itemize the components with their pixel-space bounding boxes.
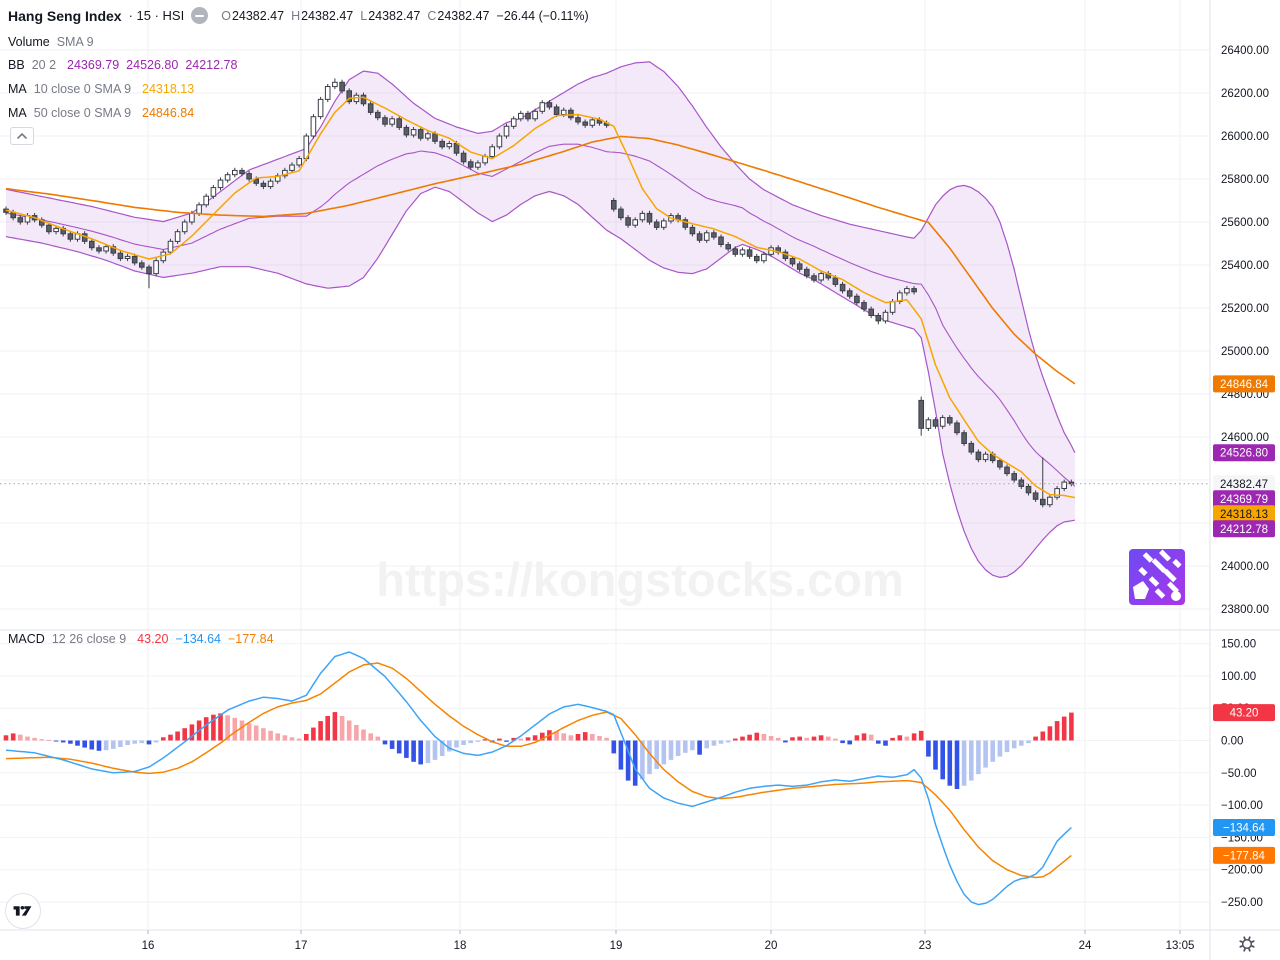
svg-text:−200.00: −200.00 bbox=[1221, 865, 1263, 877]
svg-text:43.20: 43.20 bbox=[1230, 708, 1259, 720]
close-value: 24382.47 bbox=[437, 8, 490, 23]
svg-text:26000.00: 26000.00 bbox=[1221, 131, 1269, 143]
ma10-label: MA bbox=[8, 82, 27, 96]
candlesticks bbox=[3, 78, 1075, 508]
ma50-value: 24846.84 bbox=[142, 106, 195, 120]
svg-text:23: 23 bbox=[919, 940, 932, 952]
settings-gear-icon[interactable] bbox=[1239, 936, 1255, 952]
macd-line bbox=[5, 651, 1072, 906]
svg-text:25600.00: 25600.00 bbox=[1221, 217, 1269, 229]
svg-text:150.00: 150.00 bbox=[1221, 639, 1256, 651]
change-value: −26.44 (−0.11%) bbox=[496, 8, 589, 23]
svg-text:−177.84: −177.84 bbox=[1223, 850, 1265, 862]
ohlc-close: C 24382.47 bbox=[427, 9, 489, 23]
symbol-header: Hang Seng Index · 15 · HSI O 24382.47 H … bbox=[8, 7, 589, 24]
low-label: L bbox=[360, 8, 368, 23]
svg-text:16: 16 bbox=[142, 940, 155, 952]
svg-text:−134.64: −134.64 bbox=[1223, 823, 1265, 835]
svg-text:24000.00: 24000.00 bbox=[1221, 561, 1269, 573]
macd-histogram bbox=[3, 712, 1074, 789]
macd-label: MACD bbox=[8, 632, 45, 646]
ohlc-low: L 24382.47 bbox=[360, 9, 420, 23]
ma10-line bbox=[5, 96, 1076, 499]
bb-upper-value: 24526.80 bbox=[126, 58, 179, 72]
svg-text:−100.00: −100.00 bbox=[1221, 800, 1263, 812]
macd-line-value: −134.64 bbox=[175, 632, 221, 646]
watermark-url: https://kongstocks.com bbox=[376, 553, 904, 606]
pane-collapse-button[interactable] bbox=[10, 127, 34, 145]
macd-params: 12 26 close 9 bbox=[51, 632, 127, 646]
bollinger-band bbox=[5, 61, 1076, 579]
svg-text:−50.00: −50.00 bbox=[1221, 768, 1257, 780]
svg-text:24846.84: 24846.84 bbox=[1220, 379, 1269, 391]
ma50-label: MA bbox=[8, 106, 27, 120]
open-value: 24382.47 bbox=[231, 8, 285, 23]
svg-text:−250.00: −250.00 bbox=[1221, 897, 1263, 909]
svg-text:17: 17 bbox=[295, 940, 308, 952]
tradingview-logo[interactable] bbox=[5, 893, 41, 929]
legend-row-volume[interactable]: Volume SMA 9 bbox=[8, 35, 94, 49]
svg-text:24382.47: 24382.47 bbox=[1220, 479, 1268, 491]
bb-lower-value: 24212.78 bbox=[185, 58, 238, 72]
svg-text:24212.78: 24212.78 bbox=[1220, 524, 1268, 536]
ma10-value: 24318.13 bbox=[142, 82, 195, 96]
legend-row-bb[interactable]: BB 20 2 24369.79 24526.80 24212.78 bbox=[8, 58, 237, 72]
chevron-up-icon bbox=[17, 133, 27, 139]
open-label: O bbox=[221, 8, 231, 23]
svg-text:0.00: 0.00 bbox=[1221, 736, 1243, 748]
symbol-meta: · 15 · HSI bbox=[128, 8, 185, 23]
svg-text:24600.00: 24600.00 bbox=[1221, 432, 1269, 444]
ma50-line bbox=[5, 135, 1076, 385]
svg-text:100.00: 100.00 bbox=[1221, 671, 1256, 683]
legend-minimize-button[interactable] bbox=[191, 7, 209, 24]
time-axis-labels[interactable]: 16 17 18 19 20 23 24 13:05 bbox=[142, 930, 1195, 952]
bb-label: BB bbox=[8, 58, 25, 72]
high-label: H bbox=[291, 8, 301, 23]
legend-row-ma50[interactable]: MA 50 close 0 SMA 9 24846.84 bbox=[8, 106, 194, 120]
macd-axis-badges: 43.20 −134.64 −177.84 bbox=[1213, 704, 1275, 864]
svg-text:26400.00: 26400.00 bbox=[1221, 45, 1269, 57]
volume-label: Volume bbox=[8, 35, 50, 49]
legend-row-ma10[interactable]: MA 10 close 0 SMA 9 24318.13 bbox=[8, 82, 194, 96]
ohlc-high: H 24382.47 bbox=[291, 9, 353, 23]
svg-text:18: 18 bbox=[454, 940, 467, 952]
svg-text:25200.00: 25200.00 bbox=[1221, 303, 1269, 315]
symbol-title: Hang Seng Index bbox=[8, 7, 122, 24]
svg-text:24: 24 bbox=[1079, 940, 1092, 952]
volume-params: SMA 9 bbox=[56, 35, 94, 49]
svg-text:24526.80: 24526.80 bbox=[1220, 448, 1268, 460]
macd-signal-value: −177.84 bbox=[228, 632, 274, 646]
high-value: 24382.47 bbox=[301, 8, 354, 23]
svg-text:19: 19 bbox=[610, 940, 623, 952]
close-label: C bbox=[427, 8, 437, 23]
ma10-params: 10 close 0 SMA 9 bbox=[33, 82, 132, 96]
svg-text:24318.13: 24318.13 bbox=[1220, 509, 1268, 521]
svg-text:13:05: 13:05 bbox=[1166, 940, 1195, 952]
bb-params: 20 2 bbox=[31, 58, 57, 72]
macd-signal-line bbox=[5, 662, 1072, 879]
bb-basis-value: 24369.79 bbox=[67, 58, 120, 72]
ma50-params: 50 close 0 SMA 9 bbox=[33, 106, 132, 120]
svg-text:24369.79: 24369.79 bbox=[1220, 494, 1268, 506]
macd-axis-labels[interactable]: 150.00100.0050.000.00−50.00−100.00−150.0… bbox=[1221, 639, 1263, 909]
svg-text:25000.00: 25000.00 bbox=[1221, 346, 1269, 358]
svg-text:23800.00: 23800.00 bbox=[1221, 604, 1269, 616]
svg-text:25800.00: 25800.00 bbox=[1221, 174, 1269, 186]
ohlc-open: O 24382.47 bbox=[221, 9, 284, 23]
legend-row-macd[interactable]: MACD 12 26 close 9 43.20 −134.64 −177.84 bbox=[8, 632, 274, 646]
tradingview-logo-icon bbox=[13, 905, 32, 916]
low-value: 24382.47 bbox=[368, 8, 421, 23]
svg-text:20: 20 bbox=[765, 940, 778, 952]
macd-hist-value: 43.20 bbox=[137, 632, 169, 646]
price-axis-badges: 24846.84 24526.80 24382.47 24369.79 24318.13… bbox=[1213, 375, 1275, 538]
svg-text:25400.00: 25400.00 bbox=[1221, 260, 1269, 272]
kongstocks-logo bbox=[1129, 549, 1185, 605]
svg-text:26200.00: 26200.00 bbox=[1221, 88, 1269, 100]
